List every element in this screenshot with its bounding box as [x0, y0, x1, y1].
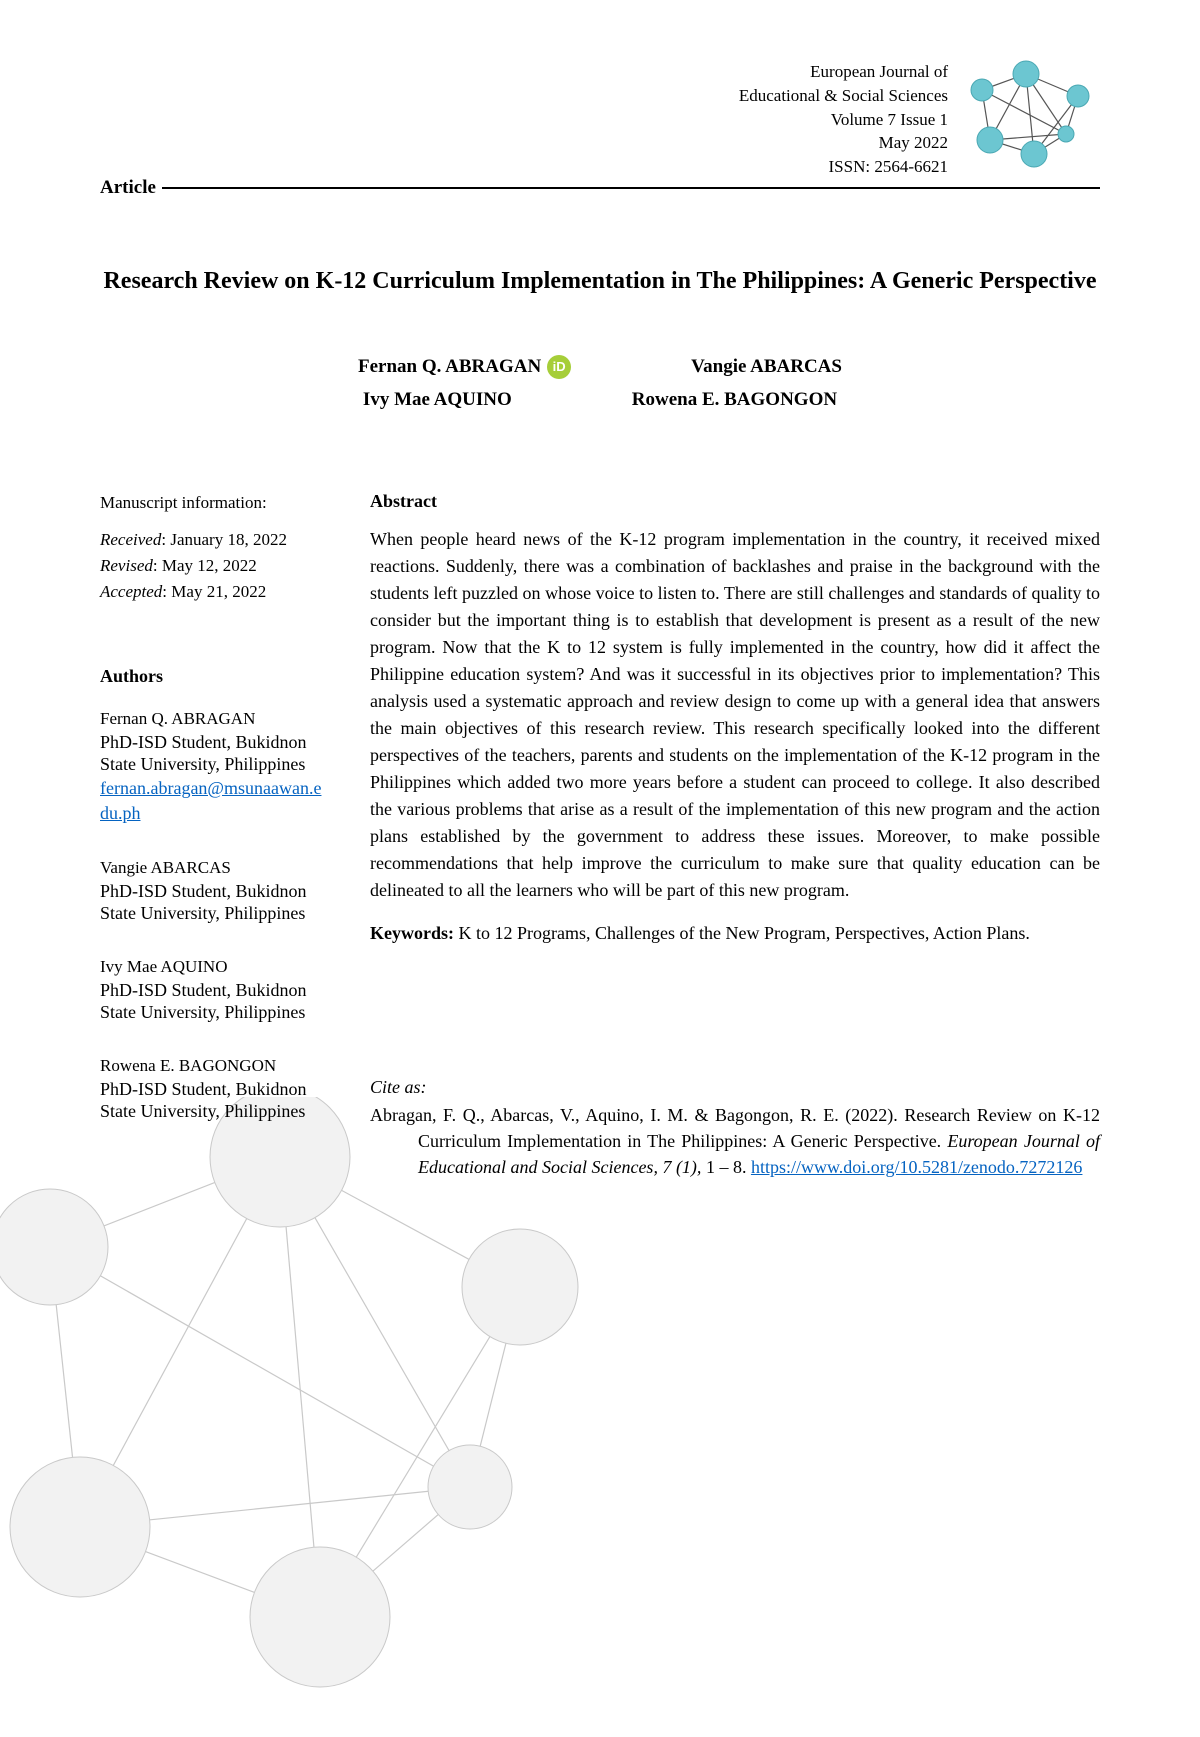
citation-block: Cite as: Abragan, F. Q., Abarcas, V., Aq…	[370, 1077, 1100, 1180]
journal-volume: Volume 7 Issue 1	[739, 108, 948, 132]
author-name-sidebar: Rowena E. BAGONGON	[100, 1054, 330, 1078]
author-affiliations: Fernan Q. ABRAGANPhD-ISD Student, Bukidn…	[100, 707, 330, 1123]
revised-line: Revised: May 12, 2022	[100, 554, 330, 578]
cite-as-heading: Cite as:	[370, 1077, 1100, 1098]
author-affiliation: PhD-ISD Student, Bukidnon State Universi…	[100, 979, 330, 1024]
journal-issn: ISSN: 2564-6621	[739, 155, 948, 179]
author-name: Rowena E. BAGONGON	[632, 389, 837, 411]
author-affiliation-item: Vangie ABARCASPhD-ISD Student, Bukidnon …	[100, 856, 330, 925]
article-type-row: Article	[100, 177, 1100, 199]
author-name-sidebar: Fernan Q. ABRAGAN	[100, 707, 330, 731]
author-affiliation: PhD-ISD Student, Bukidnon State Universi…	[100, 880, 330, 925]
journal-date: May 2022	[739, 131, 948, 155]
author-affiliation: PhD-ISD Student, Bukidnon State Universi…	[100, 731, 330, 776]
author-affiliation: PhD-ISD Student, Bukidnon State Universi…	[100, 1078, 330, 1123]
journal-name-line1: European Journal of	[739, 60, 948, 84]
manuscript-info-heading: Manuscript information:	[100, 491, 330, 515]
author-affiliation-item: Ivy Mae AQUINOPhD-ISD Student, Bukidnon …	[100, 955, 330, 1024]
journal-name-line2: Educational & Social Sciences	[739, 84, 948, 108]
paper-title: Research Review on K-12 Curriculum Imple…	[100, 259, 1100, 305]
received-line: Received: January 18, 2022	[100, 528, 330, 552]
orcid-icon[interactable]: iD	[547, 355, 571, 379]
author-name: Fernan Q. ABRAGANiD	[358, 355, 571, 379]
authors-heading: Authors	[100, 664, 330, 689]
author-affiliation-item: Fernan Q. ABRAGANPhD-ISD Student, Bukidn…	[100, 707, 330, 826]
author-name-sidebar: Ivy Mae AQUINO	[100, 955, 330, 979]
journal-header: European Journal of Educational & Social…	[100, 60, 1100, 179]
authors-list: Fernan Q. ABRAGANiD Vangie ABARCAS Ivy Mae…	[100, 355, 1100, 411]
doi-link[interactable]: https://www.doi.org/10.5281/zenodo.72721…	[751, 1157, 1083, 1177]
author-name: Vangie ABARCAS	[691, 355, 842, 379]
accepted-line: Accepted: May 21, 2022	[100, 580, 330, 604]
abstract-heading: Abstract	[370, 491, 1100, 512]
author-email-link[interactable]: fernan.abragan@msunaawan.edu.ph	[100, 778, 321, 823]
citation-text: Abragan, F. Q., Abarcas, V., Aquino, I. …	[370, 1102, 1100, 1180]
author-name: Ivy Mae AQUINO	[363, 389, 512, 411]
divider-line	[162, 187, 1100, 189]
sidebar: Manuscript information: Received: Januar…	[100, 491, 330, 1180]
abstract-body: When people heard news of the K-12 progr…	[370, 526, 1100, 904]
article-type-label: Article	[100, 177, 156, 199]
keywords-line: Keywords: K to 12 Programs, Challenges o…	[370, 920, 1100, 947]
journal-logo-network-icon	[960, 60, 1100, 170]
author-name-sidebar: Vangie ABARCAS	[100, 856, 330, 880]
main-content: Abstract When people heard news of the K…	[370, 491, 1100, 1180]
author-affiliation-item: Rowena E. BAGONGONPhD-ISD Student, Bukid…	[100, 1054, 330, 1123]
